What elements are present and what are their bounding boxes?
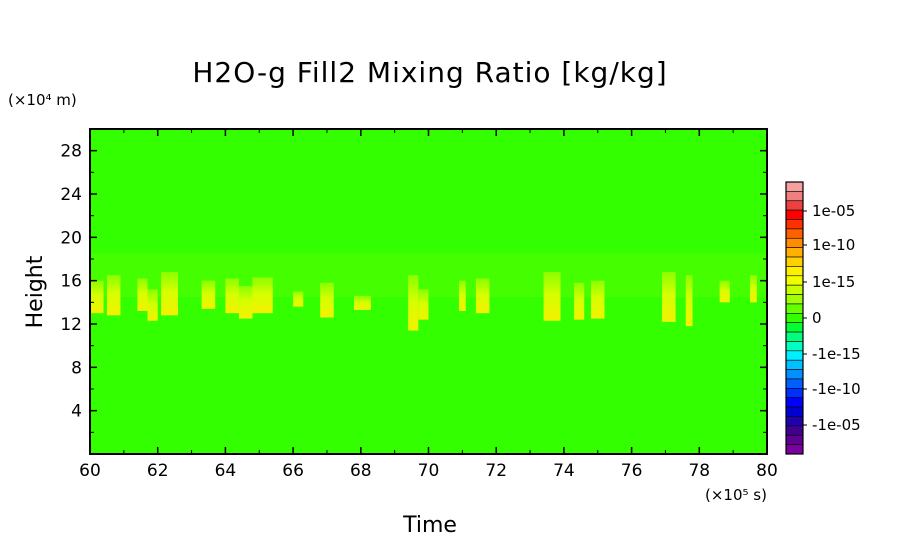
x-tick-label: 60 bbox=[79, 461, 101, 481]
axes: 60 62 64 66 68 70 72 74 76 78 80 4 8 12 16 20 24 28 bbox=[60, 128, 778, 481]
y-unit-label: (×10⁴ m) bbox=[8, 91, 77, 109]
colorbar-swatch-11 bbox=[785, 284, 804, 295]
colorbar-label: 0 bbox=[812, 309, 822, 327]
x-tick-label: 76 bbox=[621, 461, 643, 481]
heatmap-cell-12 bbox=[408, 275, 419, 331]
colorbar-label: 1e-05 bbox=[812, 202, 855, 220]
colorbar-label: -1e-10 bbox=[812, 380, 861, 398]
colorbar-label: -1e-05 bbox=[812, 416, 861, 434]
y-axis-title: Height bbox=[23, 255, 48, 328]
colorbar-swatch-16 bbox=[785, 331, 804, 342]
heatmap-cell-21 bbox=[719, 280, 730, 303]
heatmap-cell-6 bbox=[225, 278, 239, 314]
colorbar-swatch-17 bbox=[785, 341, 804, 352]
colorbar-swatch-8 bbox=[785, 256, 804, 267]
y-tick-label: 24 bbox=[60, 185, 82, 205]
colorbar-swatch-21 bbox=[785, 378, 804, 389]
colorbar-swatch-19 bbox=[785, 359, 804, 370]
colorbar-swatch-10 bbox=[785, 275, 804, 286]
colorbar-swatch-28 bbox=[785, 444, 804, 455]
y-tick-label: 8 bbox=[71, 358, 82, 378]
heatmap-cell-8 bbox=[252, 277, 273, 314]
y-tick-label: 16 bbox=[60, 272, 82, 292]
heatmap-cell-19 bbox=[662, 272, 676, 322]
colorbar-swatch-24 bbox=[785, 406, 804, 417]
colorbar-swatch-6 bbox=[785, 237, 804, 248]
x-tick-label: 74 bbox=[553, 461, 575, 481]
x-tick-label: 72 bbox=[485, 461, 507, 481]
x-tick-label: 62 bbox=[147, 461, 169, 481]
colorbar-swatch-12 bbox=[785, 294, 804, 305]
heatmap-cell-14 bbox=[458, 280, 466, 311]
colorbar-label: 1e-15 bbox=[812, 273, 855, 291]
heatmap-cell-0 bbox=[90, 280, 104, 314]
y-tick-label: 12 bbox=[60, 315, 82, 335]
heatmap-cell-9 bbox=[293, 291, 304, 307]
x-tick-label: 78 bbox=[688, 461, 710, 481]
colorbar-swatch-14 bbox=[785, 313, 804, 323]
colorbar-swatch-2 bbox=[785, 200, 804, 211]
colorbar: 1e-05 1e-10 1e-15 0 -1e-15 -1e-10 -1e-05 bbox=[785, 181, 861, 455]
y-tick-label: 28 bbox=[60, 142, 82, 162]
heatmap-cell-17 bbox=[574, 282, 585, 320]
heatmap-cell-11 bbox=[354, 295, 371, 310]
heatmap-cell-1 bbox=[106, 275, 121, 316]
heatmap-cell-10 bbox=[320, 282, 334, 318]
colorbar-swatch-22 bbox=[785, 388, 804, 399]
colorbar-swatch-25 bbox=[785, 416, 804, 427]
colorbar-label: -1e-15 bbox=[812, 345, 861, 363]
heatmap-cell-13 bbox=[418, 289, 429, 320]
colorbar-swatch-18 bbox=[785, 350, 804, 361]
chart-title: H2O-g Fill2 Mixing Ratio [kg/kg] bbox=[192, 56, 667, 89]
colorbar-swatch-4 bbox=[785, 219, 804, 230]
x-unit-label: (×10⁵ s) bbox=[705, 486, 767, 504]
colorbar-swatch-7 bbox=[785, 247, 804, 258]
heatmap-cell-4 bbox=[161, 272, 179, 316]
colorbar-swatch-20 bbox=[785, 369, 804, 380]
x-tick-label: 66 bbox=[282, 461, 304, 481]
y-tick-label: 20 bbox=[60, 228, 82, 248]
heatmap-cell-20 bbox=[685, 275, 693, 327]
x-tick-label: 64 bbox=[215, 461, 237, 481]
colorbar-swatch-1 bbox=[785, 191, 804, 202]
colorbar-swatch-26 bbox=[785, 425, 804, 436]
heatmap-cell-7 bbox=[238, 286, 253, 319]
heatmap-cell-2 bbox=[137, 278, 148, 311]
heatmap-cell-22 bbox=[750, 275, 757, 303]
colorbar-swatch-15 bbox=[785, 322, 804, 333]
x-tick-label: 80 bbox=[756, 461, 778, 481]
colorbar-swatch-5 bbox=[785, 228, 804, 239]
colorbar-swatch-0 bbox=[785, 181, 804, 192]
heatmap-cell-15 bbox=[475, 278, 490, 314]
heatmap-cell-5 bbox=[201, 280, 216, 309]
colorbar-swatch-23 bbox=[785, 397, 804, 408]
colorbar-swatch-13 bbox=[785, 303, 804, 314]
colorbar-swatch-9 bbox=[785, 266, 804, 277]
colorbar-label: 1e-10 bbox=[812, 236, 855, 254]
heatmap-cell-18 bbox=[590, 280, 605, 319]
x-tick-label: 70 bbox=[418, 461, 440, 481]
heatmap-cell-3 bbox=[147, 289, 158, 321]
x-axis-title: Time bbox=[402, 513, 457, 538]
y-tick-label: 4 bbox=[71, 402, 82, 422]
plot-area bbox=[90, 129, 767, 454]
heatmap-cell-16 bbox=[543, 272, 561, 321]
x-tick-label: 68 bbox=[350, 461, 372, 481]
colorbar-swatch-3 bbox=[785, 209, 804, 220]
colorbar-swatch-27 bbox=[785, 434, 804, 445]
